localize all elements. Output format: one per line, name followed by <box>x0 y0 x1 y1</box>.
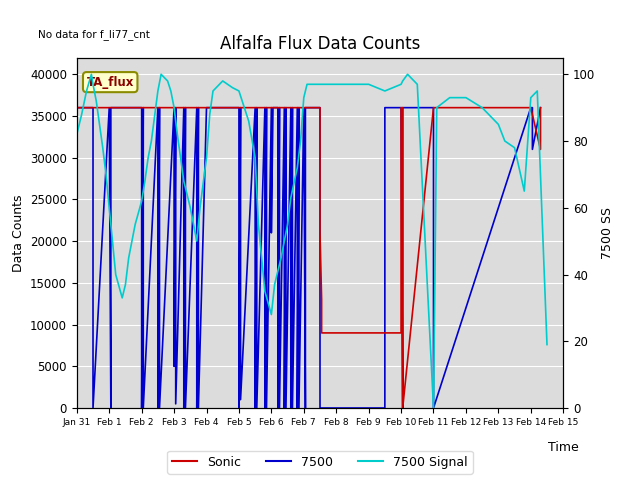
Text: Time: Time <box>548 441 579 454</box>
Text: TA_flux: TA_flux <box>86 76 134 89</box>
Y-axis label: 7500 SS: 7500 SS <box>601 207 614 259</box>
Legend: Sonic, 7500, 7500 Signal: Sonic, 7500, 7500 Signal <box>167 451 473 474</box>
Title: Alfalfa Flux Data Counts: Alfalfa Flux Data Counts <box>220 35 420 53</box>
Y-axis label: Data Counts: Data Counts <box>12 194 24 272</box>
Text: No data for f_li77_cnt: No data for f_li77_cnt <box>38 30 150 40</box>
